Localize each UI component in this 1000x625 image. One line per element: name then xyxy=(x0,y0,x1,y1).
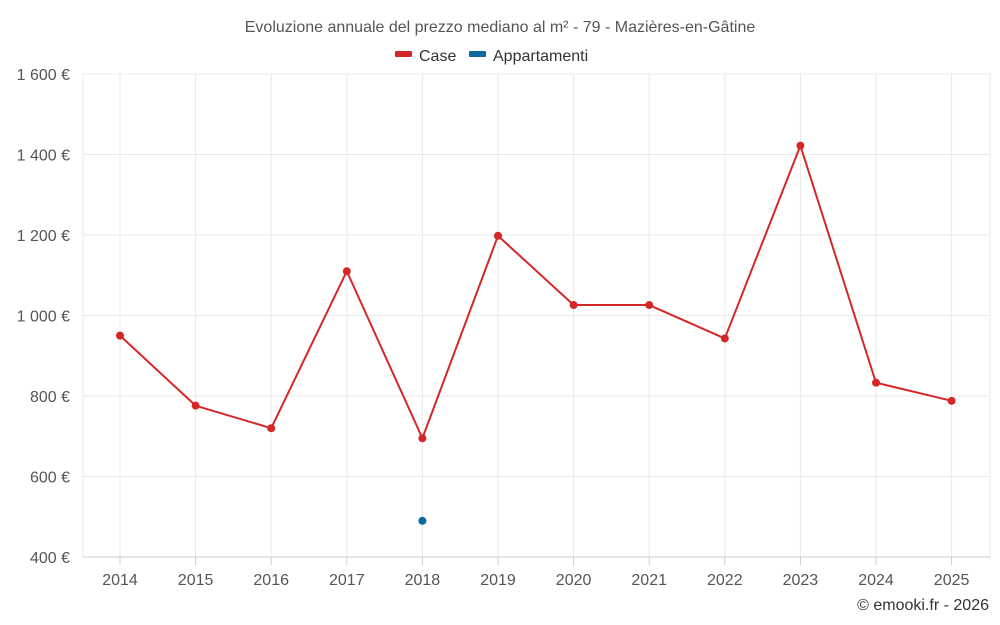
data-point-case[interactable] xyxy=(342,267,351,276)
data-point-case[interactable] xyxy=(494,231,502,240)
x-tick-label: 2019 xyxy=(480,572,516,589)
gridlines xyxy=(82,73,991,557)
chart-title: Evoluzione annuale del prezzo mediano al… xyxy=(245,19,756,36)
data-point-appartamenti[interactable] xyxy=(418,516,427,525)
data-point-case[interactable] xyxy=(569,301,578,310)
x-tick-label: 2024 xyxy=(858,572,894,589)
y-tick-label: 600 € xyxy=(30,470,70,487)
x-tick-label: 2017 xyxy=(329,572,365,589)
x-axis-ticks: 2014 2015 2016 2017 2018 2019 2020 2021 2022 2023… xyxy=(102,572,969,589)
data-point-case[interactable] xyxy=(796,141,805,150)
legend-label-appartamenti: Appartamenti xyxy=(493,48,588,65)
x-tick-label: 2023 xyxy=(783,572,819,589)
legend-item-appartamenti[interactable]: Appartamenti xyxy=(469,48,588,65)
axes xyxy=(83,556,990,565)
y-tick-label: 1 000 € xyxy=(17,309,70,326)
legend-label-case: Case xyxy=(419,48,456,65)
data-point-case[interactable] xyxy=(191,401,200,410)
y-tick-label: 800 € xyxy=(30,389,70,406)
data-point-case[interactable] xyxy=(418,434,427,443)
data-point-case[interactable] xyxy=(267,424,276,433)
series-line-case xyxy=(119,144,952,440)
y-tick-label: 400 € xyxy=(30,550,70,567)
legend-swatch-case xyxy=(395,51,412,57)
y-tick-label: 1 400 € xyxy=(17,148,70,165)
data-point-case[interactable] xyxy=(720,334,729,343)
legend-item-case[interactable]: Case xyxy=(395,48,456,65)
x-tick-label: 2022 xyxy=(707,572,743,589)
x-tick-label: 2015 xyxy=(178,572,214,589)
legend-swatch-appartamenti xyxy=(469,51,486,57)
credit-text: © emooki.fr - 2026 xyxy=(857,597,989,614)
x-tick-label: 2025 xyxy=(934,572,970,589)
data-point-case[interactable] xyxy=(872,378,880,387)
y-axis-ticks: 400 € 600 € 800 € 1 000 € 1 200 € 1 400 € 1 60… xyxy=(17,67,70,567)
series xyxy=(116,141,956,525)
y-tick-label: 1 600 € xyxy=(17,67,70,84)
x-tick-label: 2021 xyxy=(631,572,667,589)
data-point-case[interactable] xyxy=(645,301,654,310)
data-point-case[interactable] xyxy=(116,331,124,340)
x-tick-label: 2016 xyxy=(253,572,289,589)
data-point-case[interactable] xyxy=(947,396,956,405)
legend: Case Appartamenti xyxy=(395,48,588,65)
x-tick-label: 2018 xyxy=(405,572,441,589)
y-tick-label: 1 200 € xyxy=(17,228,70,245)
x-tick-label: 2014 xyxy=(102,572,138,589)
x-tick-label: 2020 xyxy=(556,572,592,589)
